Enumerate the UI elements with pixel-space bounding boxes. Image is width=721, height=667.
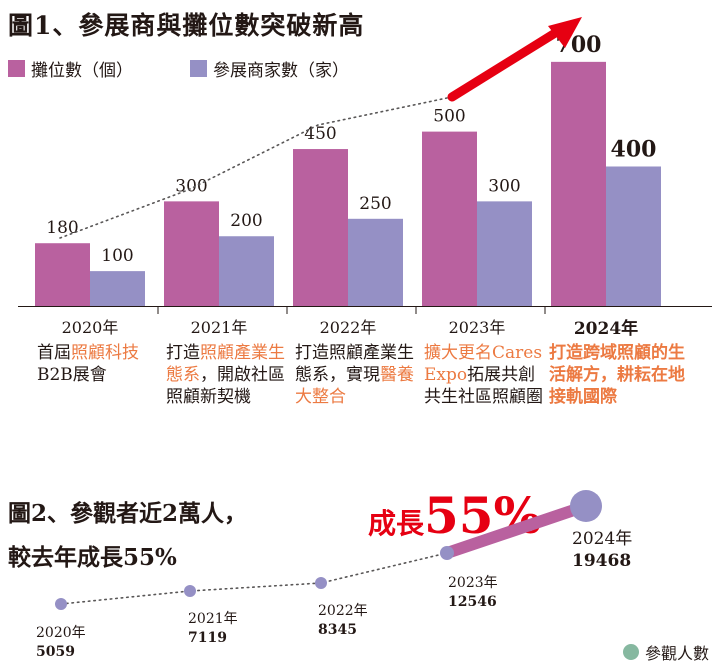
data-label-booths-2020: 180 <box>46 218 78 238</box>
visitor-label-year: 2021年 <box>188 611 238 627</box>
visitor-point-2021 <box>184 585 196 597</box>
fig2-title-line1: 圖2、參觀者近2萬人， <box>8 500 248 527</box>
visitor-label-year: 2020年 <box>36 625 86 641</box>
milestone-note-2023: 擴大更名Cares Expo拓展共創共生社區照顧圈 <box>424 342 550 408</box>
data-label-booths-2022: 450 <box>304 124 336 144</box>
milestone-note-text: 打造照顧產業生態系，實現 <box>295 343 414 385</box>
bar-exhibitors-2021 <box>219 236 274 306</box>
visitor-label-year: 2024年 <box>572 529 633 549</box>
milestone-note-2024: 打造跨域照顧的生活解方，耕耘在地接軌國際 <box>549 342 689 408</box>
visitor-label-year: 2022年 <box>318 603 368 619</box>
milestone-note-text: B2B展會 <box>37 365 107 385</box>
milestone-note-text: ，開啟社區照顧新契機 <box>166 365 285 407</box>
milestone-note-text: 醫養大整合 <box>295 365 414 407</box>
legend-exhibitors-label: 參展商家數（家） <box>213 61 349 81</box>
milestone-note-text: 打造跨域照顧的生活解方，耕耘在地接軌國際 <box>549 343 685 407</box>
fig2-title: 圖2、參觀者近2萬人， 較去年成長55% <box>8 492 247 580</box>
fig2-legend-dot <box>622 644 639 660</box>
visitor-label-2021: 2021年 7119 <box>188 610 238 648</box>
milestone-note-text: 拓展共創共生社區照顧圈 <box>424 365 543 407</box>
x-tick-label-2020: 2020年 <box>61 318 119 337</box>
legend-booths: 攤位數（個） <box>8 56 133 81</box>
legend-exhibitors: 參展商家數（家） <box>190 56 349 81</box>
milestone-note-text: 照顧產業生態系 <box>166 343 285 385</box>
milestone-note-text: 打造 <box>166 343 200 363</box>
visitor-point-2024 <box>570 490 602 522</box>
visitor-label-2024: 2024年 19468 <box>572 528 632 572</box>
visitor-chart <box>55 490 602 610</box>
growth-word: 成長 <box>368 507 425 540</box>
data-label-exhibitors-2020: 100 <box>101 246 133 266</box>
visitor-point-2023 <box>440 546 454 560</box>
data-label-exhibitors-2021: 200 <box>230 211 262 231</box>
legend-exhibitors-swatch <box>190 60 207 77</box>
x-tick-label-2024: 2024年 <box>573 319 639 339</box>
visitor-label-2022: 2022年 8345 <box>318 602 368 640</box>
visitor-label-value: 12546 <box>448 594 497 610</box>
x-tick-label-2022: 2022年 <box>319 318 377 337</box>
milestone-note-text: 擴大更名Cares Expo <box>424 343 543 385</box>
bar-booths-2023 <box>422 131 477 306</box>
visitor-point-2020 <box>55 598 67 610</box>
visitor-point-2022 <box>315 577 327 589</box>
bar-exhibitors-2024 <box>606 166 661 306</box>
milestone-note-2022: 打造照顧產業生態系，實現醫養大整合 <box>295 342 421 408</box>
bar-exhibitors-2020 <box>90 271 145 306</box>
bar-exhibitors-2022 <box>348 218 403 306</box>
data-label-exhibitors-2023: 300 <box>488 176 520 196</box>
visitor-label-2023: 2023年 12546 <box>448 574 498 612</box>
x-tick-label-2021: 2021年 <box>190 318 248 337</box>
legend-booths-label: 攤位數（個） <box>31 61 133 81</box>
milestone-note-text: 照顧科技 <box>71 343 139 363</box>
fig2-title-line2: 較去年成長55% <box>8 544 177 571</box>
visitor-dotted-line <box>60 552 448 605</box>
data-label-exhibitors-2024: 400 <box>611 136 657 162</box>
visitor-label-value: 19468 <box>572 551 632 571</box>
milestone-note-text: 首屆 <box>37 343 71 363</box>
trend-arrow-head <box>548 17 582 48</box>
trend-arrow-shaft <box>447 25 565 102</box>
x-tick-label-2023: 2023年 <box>448 318 506 337</box>
bar-booths-2024 <box>551 61 606 307</box>
fig2-legend-label: 參觀人數 <box>644 644 709 663</box>
trend-dotted-line <box>59 97 448 239</box>
visitor-growth-segment <box>441 500 592 559</box>
bar-booths-2020 <box>35 243 90 306</box>
milestone-note-2020: 首屆照顧科技B2B展會 <box>37 342 163 386</box>
bar-exhibitors-2023 <box>477 201 532 306</box>
visitor-label-value: 8345 <box>318 622 357 638</box>
bar-booths-2021 <box>164 201 219 306</box>
fig1-title: 圖1、參展商與攤位數突破新高 <box>8 11 365 40</box>
milestone-note-2021: 打造照顧產業生態系，開啟社區照顧新契機 <box>166 342 292 408</box>
visitor-label-value: 5059 <box>36 644 75 660</box>
visitor-label-value: 7119 <box>188 630 227 646</box>
visitor-label-2020: 2020年 5059 <box>36 624 86 662</box>
data-label-booths-2023: 500 <box>433 107 465 127</box>
visitor-label-year: 2023年 <box>448 575 498 591</box>
fig2-legend: 參觀人數 <box>622 640 709 664</box>
legend-booths-swatch <box>8 60 25 77</box>
bar-booths-2022 <box>293 149 348 306</box>
data-label-exhibitors-2022: 250 <box>359 194 391 214</box>
